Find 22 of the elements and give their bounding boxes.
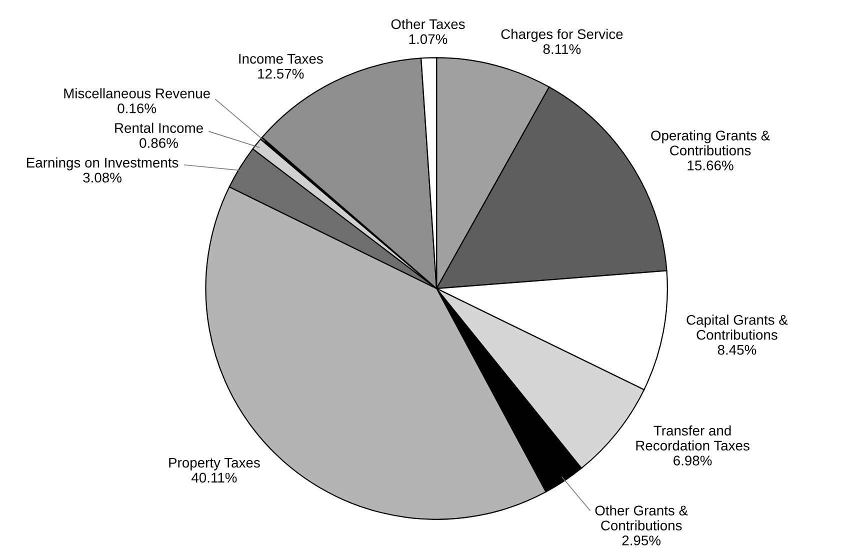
slice-label: Transfer and Recordation Taxes [636,425,750,451]
slice-label: Other Taxes [391,18,465,30]
slice-label: Other Grants & Contributions [595,505,688,530]
data-label: 0.16% [118,103,156,114]
slice-label: Operating Grants & Contributions [651,130,770,156]
data-label: 2.95% [622,536,661,546]
slice-label: Property Taxes [169,458,260,470]
data-label: 1.07% [409,34,448,44]
slice-label: Earnings on Investments [26,157,178,170]
data-label: 40.11% [191,472,237,483]
data-label: 3.08% [83,172,122,183]
data-label: 8.11% [543,44,581,54]
data-label: 0.86% [140,138,178,148]
slice-label: Miscellaneous Revenue [64,88,210,98]
data-label: 8.45% [718,344,756,355]
data-label: 6.98% [674,456,712,466]
data-label: 12.57% [258,68,304,79]
data-label: 15.66% [688,160,734,170]
slice-label: Capital Grants & Contributions [686,314,788,340]
slice-label: Rental Income [115,122,203,133]
slice-label: Income Taxes [239,54,323,64]
slice-label: Charges for Service [501,28,623,42]
